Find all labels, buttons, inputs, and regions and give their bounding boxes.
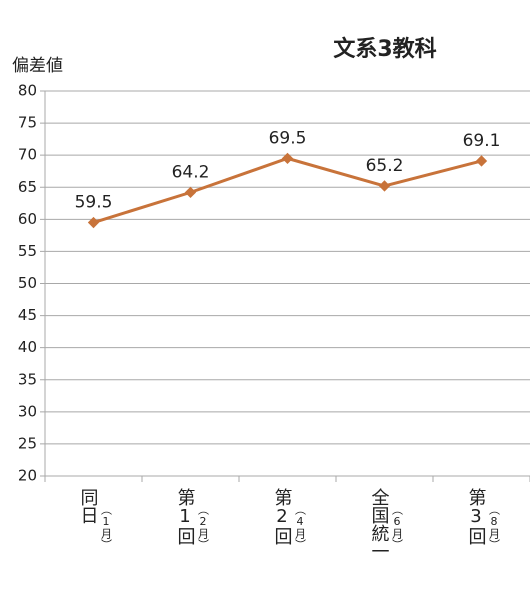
data-label: 59.5: [75, 193, 113, 213]
y-tick-label: 80: [18, 82, 37, 100]
y-tick-label: 55: [18, 242, 37, 260]
data-label: 69.1: [463, 131, 501, 151]
data-label: 64.2: [172, 162, 210, 182]
x-tick-note: （2月）: [197, 504, 210, 550]
marker: [184, 186, 197, 199]
x-tick-label: 全国統一: [369, 488, 390, 560]
y-tick-label: 50: [18, 274, 37, 292]
marker: [475, 155, 488, 167]
marker: [281, 152, 294, 165]
y-tick-label: 75: [18, 114, 37, 132]
y-axis-label: 偏差値: [12, 56, 63, 76]
data-label: 69.5: [269, 128, 307, 148]
marker: [87, 216, 100, 229]
x-tick-note: （6月）: [391, 504, 404, 550]
y-tick-label: 65: [18, 178, 37, 196]
chart-title: 文系3教科: [333, 36, 436, 62]
x-tick-label: 第1回: [175, 488, 196, 545]
x-tick-note: （8月）: [488, 504, 501, 550]
y-tick-label: 20: [18, 467, 37, 485]
x-tick-note: （4月）: [294, 504, 307, 550]
y-tick-label: 30: [18, 402, 37, 420]
x-tick-label: 第3回: [466, 488, 487, 545]
x-tick-label: 第2回: [272, 488, 293, 545]
x-tick-label: 同日: [78, 488, 99, 524]
y-tick-label: 25: [18, 434, 37, 452]
y-tick-label: 60: [18, 210, 37, 228]
data-label: 65.2: [366, 156, 404, 176]
y-tick-label: 35: [18, 370, 37, 388]
y-tick-label: 70: [18, 146, 37, 164]
marker: [378, 180, 391, 192]
x-tick-note: （1月）: [100, 504, 113, 550]
y-tick-label: 45: [18, 306, 37, 324]
y-tick-label: 40: [18, 338, 37, 356]
line: [93, 156, 482, 224]
